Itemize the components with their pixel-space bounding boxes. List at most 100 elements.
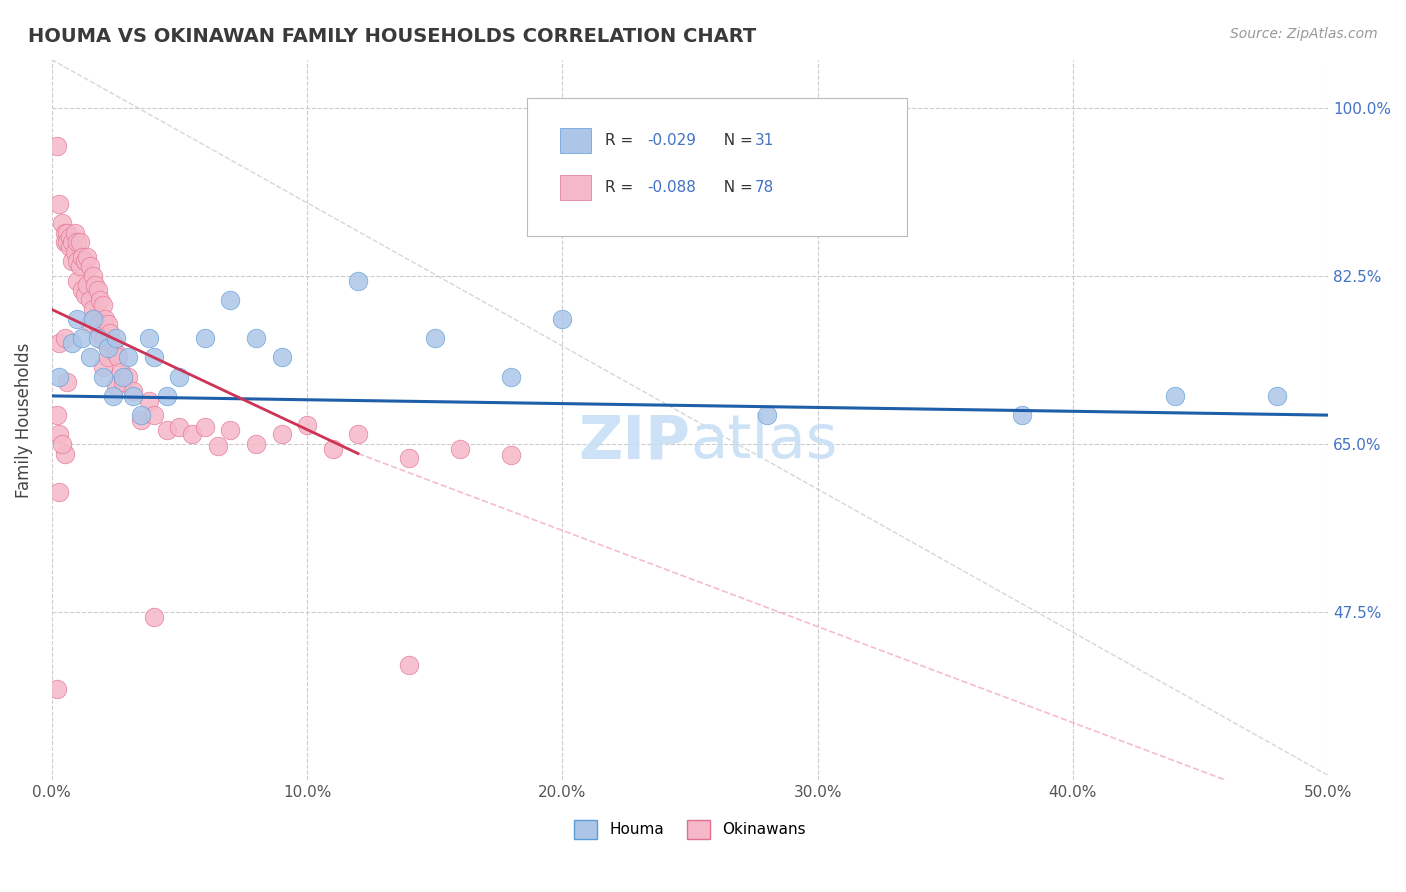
Point: [138, 331, 160, 345]
Point: [45, 681, 67, 696]
Point: [53, 235, 76, 249]
Text: N =: N =: [714, 133, 758, 147]
Point: [91, 360, 114, 375]
Point: [169, 369, 191, 384]
Point: [48, 427, 70, 442]
Point: [45, 139, 67, 153]
Point: [72, 331, 94, 345]
Point: [1011, 408, 1033, 422]
Point: [66, 254, 89, 268]
Point: [245, 437, 267, 451]
Point: [138, 393, 160, 408]
Point: [97, 341, 120, 355]
Point: [117, 351, 139, 365]
Point: [94, 312, 117, 326]
Point: [117, 369, 139, 384]
Text: -0.029: -0.029: [647, 133, 696, 147]
Point: [104, 379, 127, 393]
Point: [56, 235, 79, 249]
Point: [122, 389, 145, 403]
Point: [112, 369, 135, 384]
Point: [56, 226, 79, 240]
Point: [84, 312, 107, 326]
Point: [398, 657, 420, 672]
Point: [53, 331, 76, 345]
Point: [51, 216, 73, 230]
Point: [551, 312, 574, 326]
Point: [73, 288, 96, 302]
Point: [142, 408, 165, 422]
Point: [59, 230, 82, 244]
Point: [84, 278, 107, 293]
Point: [89, 326, 111, 341]
Point: [755, 408, 778, 422]
Point: [66, 312, 89, 326]
Point: [423, 331, 446, 345]
Text: 78: 78: [755, 180, 775, 194]
Point: [1265, 389, 1288, 403]
Point: [219, 293, 242, 307]
Point: [86, 317, 108, 331]
Y-axis label: Family Households: Family Households: [15, 343, 32, 498]
Text: Source: ZipAtlas.com: Source: ZipAtlas.com: [1230, 27, 1378, 41]
Point: [156, 423, 179, 437]
Point: [449, 442, 471, 456]
Point: [101, 336, 124, 351]
Text: -0.088: -0.088: [647, 180, 696, 194]
Point: [86, 283, 108, 297]
Point: [97, 317, 120, 331]
Point: [53, 446, 76, 460]
Point: [63, 226, 86, 240]
Text: HOUMA VS OKINAWAN FAMILY HOUSEHOLDS CORRELATION CHART: HOUMA VS OKINAWAN FAMILY HOUSEHOLDS CORR…: [28, 27, 756, 45]
Point: [347, 274, 370, 288]
Text: 31: 31: [755, 133, 775, 147]
Point: [89, 293, 111, 307]
Point: [322, 442, 344, 456]
Point: [104, 345, 127, 359]
Point: [59, 240, 82, 254]
Point: [69, 259, 91, 273]
Point: [60, 336, 83, 351]
Point: [347, 427, 370, 442]
Point: [110, 365, 132, 379]
Point: [129, 408, 152, 422]
Point: [501, 449, 523, 463]
Point: [97, 351, 120, 365]
Point: [86, 331, 108, 345]
Point: [82, 312, 104, 326]
Point: [60, 254, 83, 268]
Point: [142, 610, 165, 624]
Point: [219, 423, 242, 437]
Point: [156, 389, 179, 403]
Point: [82, 268, 104, 283]
Text: atlas: atlas: [690, 412, 838, 471]
Point: [91, 333, 114, 347]
Point: [79, 351, 101, 365]
Point: [295, 417, 318, 432]
Point: [100, 326, 122, 341]
Point: [169, 419, 191, 434]
Point: [122, 384, 145, 398]
Point: [51, 437, 73, 451]
Point: [79, 317, 101, 331]
Point: [73, 254, 96, 268]
Legend: Houma, Okinawans: Houma, Okinawans: [568, 814, 811, 845]
Point: [66, 274, 89, 288]
Point: [270, 351, 292, 365]
Point: [48, 336, 70, 351]
Point: [79, 293, 101, 307]
Point: [91, 369, 114, 384]
Point: [66, 235, 89, 249]
Point: [69, 235, 91, 249]
Point: [270, 427, 292, 442]
Text: ZIP: ZIP: [578, 412, 690, 471]
Point: [104, 331, 127, 345]
Point: [48, 369, 70, 384]
Point: [91, 298, 114, 312]
Point: [501, 369, 523, 384]
Point: [207, 439, 229, 453]
Point: [112, 375, 135, 389]
Point: [245, 331, 267, 345]
Point: [194, 331, 217, 345]
Point: [76, 278, 98, 293]
